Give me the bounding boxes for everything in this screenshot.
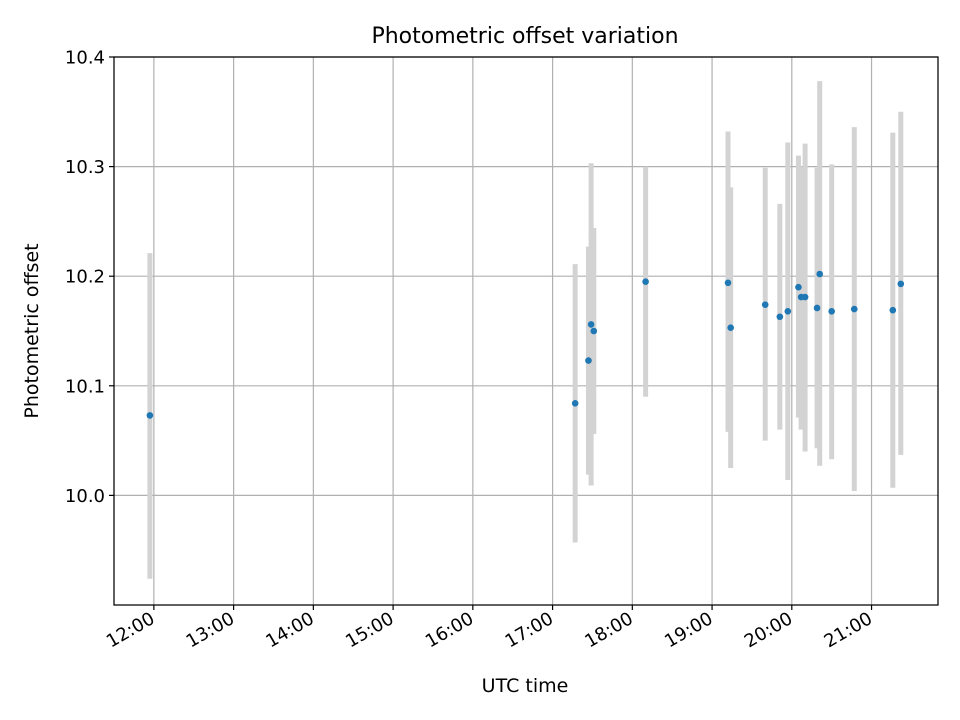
data-point: [795, 283, 802, 291]
data-point: [889, 306, 897, 314]
data-point: [776, 313, 784, 321]
data-point: [850, 305, 858, 313]
data-point: [727, 324, 734, 332]
data-point: [590, 327, 598, 335]
y-tick-label: 10.4: [65, 48, 105, 69]
data-point: [761, 301, 769, 308]
data-point: [816, 270, 824, 278]
plot-frame: [113, 56, 939, 606]
data-point: [897, 280, 905, 288]
data-point: [585, 357, 592, 364]
data-point: [813, 304, 821, 312]
y-tick-label: 10.1: [65, 376, 105, 397]
chart-title: Photometric offset variation: [371, 24, 678, 49]
data-point: [146, 412, 154, 419]
data-point: [828, 307, 835, 315]
data-points: [146, 270, 905, 419]
data-point: [587, 321, 595, 328]
y-tick-label: 10.0: [65, 486, 105, 507]
y-axis-ticks: 10.0 10.1 10.2 10.3 10.4: [65, 48, 114, 507]
x-axis-label: UTC time: [482, 675, 569, 697]
data-point: [784, 307, 792, 315]
data-point: [801, 293, 809, 301]
y-axis-label: Photometric offset: [21, 243, 43, 418]
data-point: [571, 400, 579, 407]
data-point: [642, 278, 649, 285]
y-tick-label: 10.3: [65, 157, 105, 178]
data-point: [724, 279, 732, 287]
y-tick-label: 10.2: [65, 267, 105, 288]
